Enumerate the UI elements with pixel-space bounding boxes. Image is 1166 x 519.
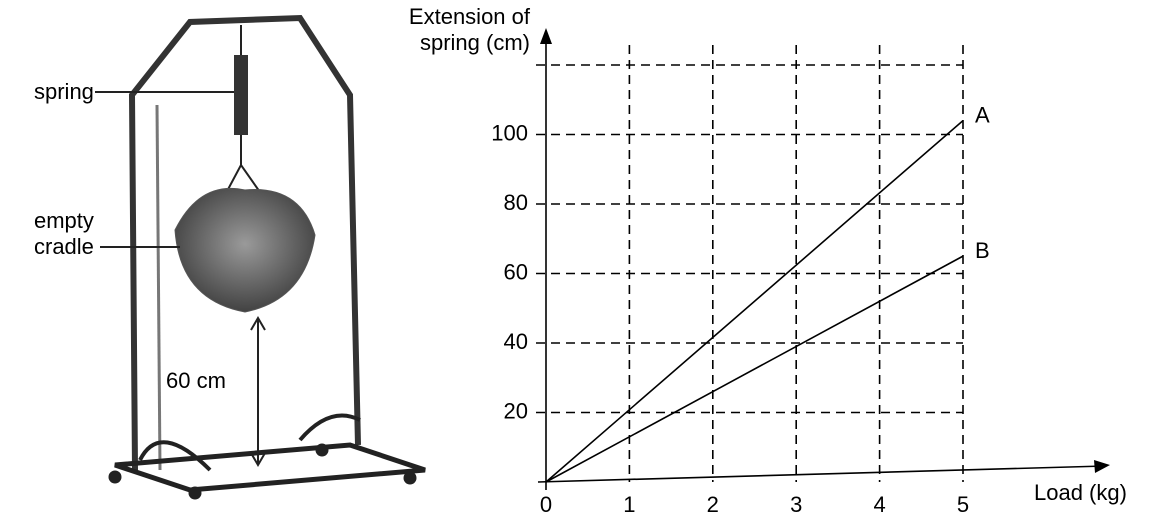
cradle-label: empty cradle	[34, 208, 94, 259]
y-tick-label: 60	[504, 259, 528, 284]
x-axis-arrow	[1094, 460, 1110, 473]
y-tick-label: 80	[504, 190, 528, 215]
illustration	[95, 14, 426, 500]
y-tick-label: 40	[504, 329, 528, 354]
y-tick-label: 20	[504, 398, 528, 423]
series-label: B	[975, 238, 990, 263]
series-line	[545, 255, 964, 483]
height-label: 60 cm	[166, 368, 226, 393]
x-tick-label: 4	[873, 492, 885, 517]
x-tick-label: 5	[957, 492, 969, 517]
series-line	[545, 119, 964, 483]
y-tick-label: 100	[491, 120, 528, 145]
y-axis-arrow	[540, 28, 552, 44]
series-label: A	[975, 102, 990, 127]
x-axis-label: Load (kg)	[1034, 480, 1127, 505]
x-tick-label: 3	[790, 492, 802, 517]
y-axis-label: Extension of spring (cm)	[408, 4, 530, 55]
x-tick-label: 1	[623, 492, 635, 517]
x-tick-label: 0	[540, 492, 552, 517]
x-axis	[537, 465, 1106, 483]
spring-label: spring	[34, 79, 94, 104]
x-tick-label: 2	[707, 492, 719, 517]
